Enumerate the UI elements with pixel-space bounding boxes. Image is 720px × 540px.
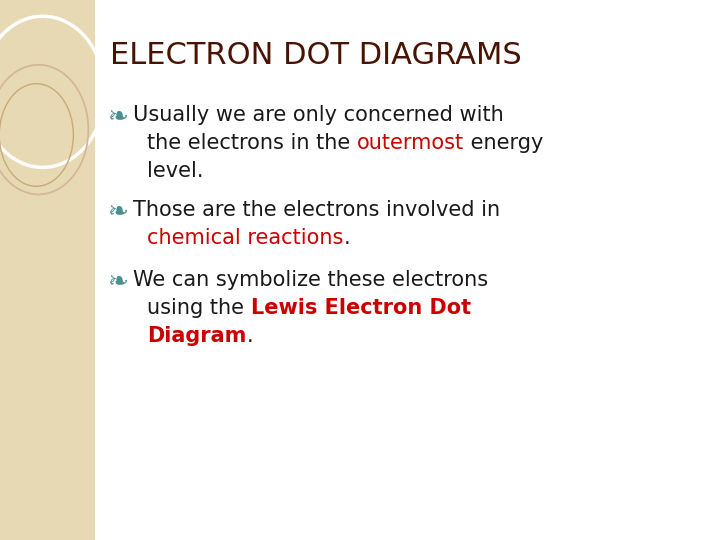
Text: Usually we are only concerned with: Usually we are only concerned with [133,105,504,125]
Text: ❧: ❧ [107,270,128,294]
Bar [0,0,95,540]
Text: the electrons in the: the electrons in the [147,133,357,153]
Text: outermost: outermost [357,133,464,153]
Text: using the: using the [147,298,251,318]
Text: Those are the electrons involved in: Those are the electrons involved in [133,200,500,220]
Text: We can symbolize these electrons: We can symbolize these electrons [133,270,488,290]
Text: Lewis Electron Dot: Lewis Electron Dot [251,298,471,318]
Text: chemical reactions: chemical reactions [147,228,343,248]
Text: ELECTRON DOT DIAGRAMS: ELECTRON DOT DIAGRAMS [110,40,522,70]
Text: Diagram: Diagram [147,326,246,346]
Text: ❧: ❧ [107,105,128,129]
Text: .: . [246,326,253,346]
Text: ❧: ❧ [107,200,128,224]
Text: .: . [343,228,350,248]
Text: energy: energy [464,133,544,153]
Text: level.: level. [147,161,204,181]
